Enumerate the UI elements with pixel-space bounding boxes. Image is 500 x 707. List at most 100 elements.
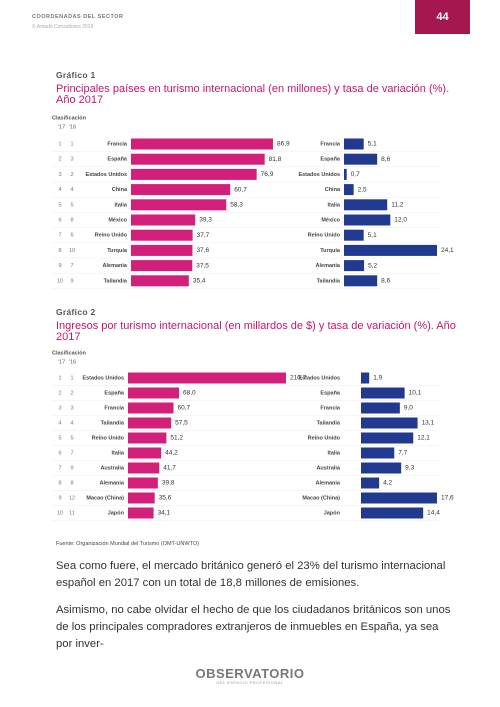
rank: 9 [58, 495, 61, 501]
category-label: Japón [108, 510, 125, 516]
rank: 8 [70, 480, 73, 486]
bar [128, 492, 155, 504]
bar [361, 507, 424, 519]
rank: 3 [70, 157, 73, 163]
rank: 8 [58, 480, 61, 486]
rank: 1 [58, 141, 61, 147]
category-label: Alemania [103, 263, 128, 269]
category-label: España [104, 390, 125, 396]
value-label: 39,8 [162, 480, 175, 487]
category-label: Italia [111, 450, 124, 456]
value-label: 60,7 [234, 186, 247, 193]
bar [128, 417, 172, 429]
value-label: 9,0 [404, 405, 413, 412]
bar [131, 214, 196, 226]
category-label: Estados Unidos [298, 375, 340, 381]
category-label: Estados Unidos [298, 172, 340, 178]
value-label: 12,1 [417, 435, 430, 442]
rank: 5 [58, 435, 61, 441]
category-label: Tailandia [104, 278, 128, 284]
value-label: 210,7 [290, 375, 307, 382]
value-label: 86,9 [277, 141, 290, 148]
bar [128, 462, 160, 474]
bar [131, 229, 193, 241]
value-label: 37,5 [196, 262, 209, 269]
rank: 9 [58, 263, 61, 269]
value-label: 1,9 [373, 375, 382, 382]
category-label: Reino Unido [95, 233, 128, 239]
category-label: Australia [100, 465, 124, 471]
rank-header: '17 [58, 359, 65, 365]
rank-header: '17 [58, 124, 65, 130]
value-label: 41,7 [163, 465, 176, 472]
rank: 2 [58, 157, 61, 163]
bar [131, 199, 227, 211]
bar [128, 387, 179, 399]
rank: 7 [58, 233, 61, 239]
bar [361, 447, 395, 459]
category-label: Italia [327, 450, 340, 456]
value-label: 5,2 [368, 262, 377, 269]
rank: 2 [58, 390, 61, 396]
category-label: Reino Unido [308, 435, 341, 441]
bar [361, 402, 400, 414]
bar [131, 275, 189, 287]
value-label: 60,7 [178, 405, 191, 412]
category-label: China [112, 187, 128, 193]
bar [344, 260, 365, 272]
paragraph: Sea como fuere, el mercado británico gen… [56, 560, 446, 589]
bar [361, 432, 414, 444]
value-label: 10,1 [409, 390, 422, 397]
value-label: 13,1 [422, 420, 435, 427]
value-label: 81,8 [269, 156, 282, 163]
figure-title: Ingresos por turismo internacional (en m… [56, 320, 456, 343]
category-label: Alemania [316, 480, 341, 486]
rank: 1 [70, 141, 73, 147]
copyright: © Amadó Consultores 2019 [32, 24, 94, 30]
category-label: Italia [114, 202, 127, 208]
bar [344, 214, 391, 226]
rank: 9 [70, 465, 73, 471]
bar [131, 153, 265, 165]
rank: 4 [58, 420, 61, 426]
rank-header: '16 [69, 124, 76, 130]
value-label: 7,7 [398, 450, 407, 457]
value-label: 17,6 [441, 495, 454, 502]
bar [361, 492, 437, 504]
value-label: 35,4 [193, 278, 206, 285]
value-label: 34,1 [158, 510, 171, 517]
category-label: Estados Unidos [85, 172, 127, 178]
rank: 7 [70, 263, 73, 269]
bar [344, 275, 378, 287]
rank: 10 [69, 248, 75, 254]
rank: 4 [58, 187, 61, 193]
category-label: Italia [327, 202, 340, 208]
category-label: Alemania [316, 263, 341, 269]
bar [361, 477, 380, 489]
bar [344, 153, 378, 165]
rank: 6 [58, 217, 61, 223]
rank: 5 [70, 202, 73, 208]
rank: 3 [58, 405, 61, 411]
value-label: 12,0 [394, 217, 407, 224]
logo-tagline: DEL ESPACIO PROFESIONAL [216, 680, 284, 685]
value-label: 11,2 [391, 202, 404, 209]
section-name: COORDENADAS DEL SECTOR [32, 14, 124, 20]
rank: 6 [70, 233, 73, 239]
rank: 3 [70, 405, 73, 411]
rank: 1 [58, 375, 61, 381]
category-label: Turquía [107, 248, 128, 254]
value-label: 44,2 [165, 450, 178, 457]
figure-label: Gráfico 1 [56, 70, 96, 80]
bar [131, 138, 273, 150]
category-label: China [325, 187, 341, 193]
bar [128, 507, 154, 519]
category-label: España [320, 157, 341, 163]
rank: 4 [70, 187, 73, 193]
bar [344, 138, 364, 150]
category-label: Reino Unido [308, 233, 341, 239]
value-label: 9,3 [405, 465, 414, 472]
bar [128, 477, 158, 489]
figure-label: Gráfico 2 [56, 307, 96, 317]
